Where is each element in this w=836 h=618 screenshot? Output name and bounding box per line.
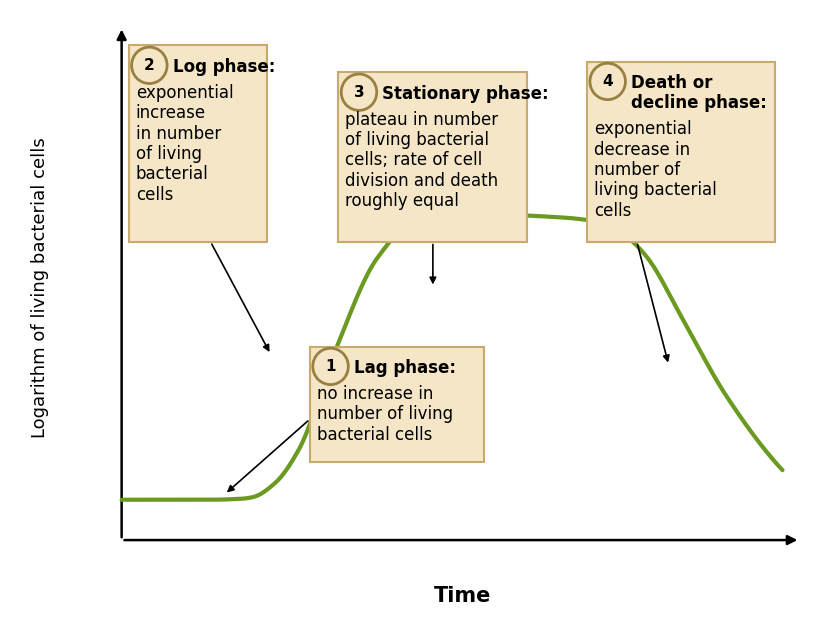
Text: division and death: division and death — [345, 172, 498, 190]
FancyBboxPatch shape — [587, 62, 775, 242]
Text: exponential: exponential — [135, 83, 233, 101]
Text: 3: 3 — [354, 85, 364, 99]
Ellipse shape — [590, 63, 625, 99]
FancyBboxPatch shape — [339, 72, 527, 242]
Text: cells; rate of cell: cells; rate of cell — [345, 151, 482, 169]
Text: roughly equal: roughly equal — [345, 192, 459, 210]
Text: bacterial cells: bacterial cells — [317, 426, 432, 444]
Text: no increase in: no increase in — [317, 385, 433, 403]
FancyBboxPatch shape — [129, 46, 268, 242]
Text: Time: Time — [434, 586, 492, 606]
Text: 1: 1 — [325, 359, 336, 374]
Text: living bacterial: living bacterial — [594, 182, 717, 200]
Text: of living: of living — [135, 145, 201, 163]
Text: decrease in: decrease in — [594, 141, 691, 159]
Text: Logarithm of living bacterial cells: Logarithm of living bacterial cells — [31, 137, 49, 438]
Text: bacterial: bacterial — [135, 166, 209, 184]
Ellipse shape — [313, 348, 349, 384]
Text: Stationary phase:: Stationary phase: — [382, 85, 549, 103]
Ellipse shape — [131, 47, 167, 83]
Text: cells: cells — [135, 186, 173, 204]
Text: 4: 4 — [603, 74, 613, 89]
Text: in number: in number — [135, 124, 221, 143]
Text: plateau in number: plateau in number — [345, 111, 498, 129]
Text: of living bacterial: of living bacterial — [345, 131, 489, 149]
Text: 2: 2 — [144, 58, 155, 73]
Text: number of: number of — [594, 161, 681, 179]
Text: increase: increase — [135, 104, 206, 122]
FancyBboxPatch shape — [310, 347, 484, 462]
Ellipse shape — [341, 74, 377, 111]
Text: Lag phase:: Lag phase: — [354, 359, 456, 377]
Text: exponential: exponential — [594, 121, 692, 138]
Text: Log phase:: Log phase: — [173, 58, 275, 76]
Text: decline phase:: decline phase: — [631, 95, 767, 112]
Text: number of living: number of living — [317, 405, 453, 423]
Text: cells: cells — [594, 202, 631, 220]
Text: Death or: Death or — [631, 74, 712, 92]
